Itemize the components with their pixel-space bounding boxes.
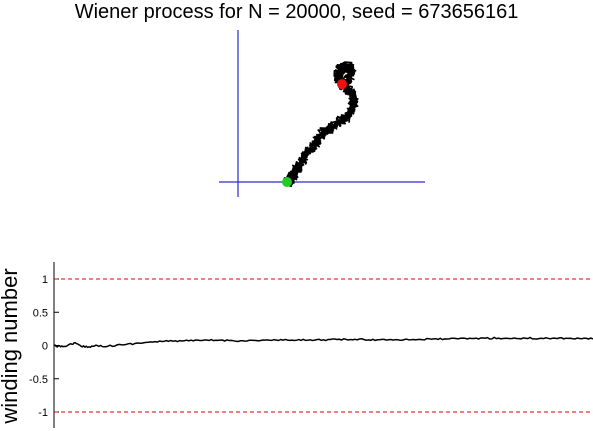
reference-lines bbox=[54, 278, 593, 413]
y-ticks: 1 0.5 0 -0.5 -1 bbox=[29, 274, 59, 419]
winding-series-line bbox=[53, 336, 593, 349]
y-tick-label: 0.5 bbox=[33, 307, 48, 319]
wiener-walk-plot bbox=[219, 30, 425, 197]
y-tick-label: -0.5 bbox=[29, 374, 48, 386]
end-marker bbox=[337, 79, 347, 90]
start-marker bbox=[282, 177, 292, 187]
walk-path bbox=[282, 61, 359, 188]
chart-title: Wiener process for N = 20000, seed = 673… bbox=[74, 1, 519, 23]
y-tick-label: -1 bbox=[38, 407, 48, 419]
walk-path-line bbox=[282, 61, 359, 188]
y-axis-label: winding number bbox=[0, 268, 22, 424]
walk-markers bbox=[282, 79, 347, 187]
y-tick-label: 0 bbox=[42, 341, 48, 353]
y-tick-label: 1 bbox=[42, 274, 48, 286]
